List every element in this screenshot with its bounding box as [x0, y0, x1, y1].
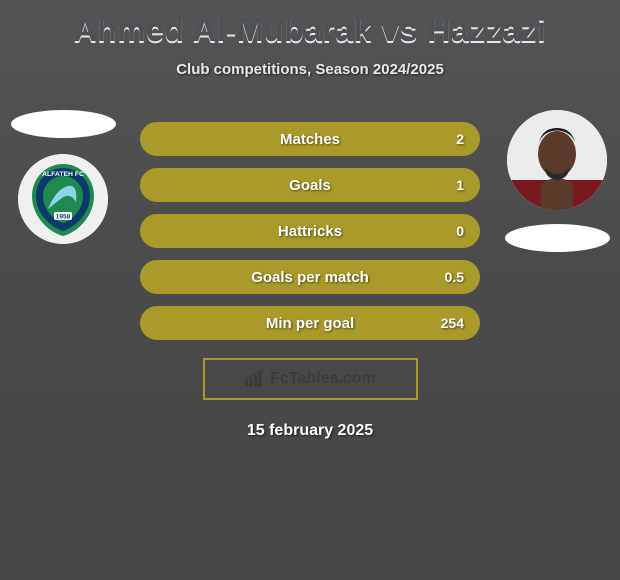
stat-label: Matches	[280, 131, 340, 148]
stat-value-right: 254	[441, 315, 464, 331]
player-left-club-badge: ALFATEH FC 1958	[18, 154, 108, 244]
player-left-photo-placeholder	[11, 110, 116, 138]
club-badge-text: ALFATEH FC	[42, 171, 84, 178]
club-badge-year: 1958	[56, 214, 71, 221]
stat-row: Goals 1	[140, 168, 480, 202]
club-badge-icon: ALFATEH FC 1958	[18, 154, 108, 244]
subtitle: Club competitions, Season 2024/2025	[0, 61, 620, 78]
player-left-column: ALFATEH FC 1958	[8, 110, 118, 244]
avatar-icon	[507, 110, 607, 210]
stat-label: Goals	[289, 177, 331, 194]
stat-row: Goals per match 0.5	[140, 260, 480, 294]
branding-box: FcTables.com	[203, 358, 418, 400]
stat-label: Hattricks	[278, 223, 342, 240]
stat-value-right: 0	[456, 223, 464, 239]
stat-value-right: 1	[456, 177, 464, 193]
stats-table: Matches 2 Goals 1 Hattricks 0 Goals per …	[140, 122, 480, 440]
player-right-photo	[507, 110, 607, 210]
stat-label: Goals per match	[251, 269, 369, 286]
branding-text: FcTables.com	[270, 370, 376, 388]
page-title: Ahmed Al-Mubarak vs Hazzazi	[0, 0, 620, 49]
stat-row: Hattricks 0	[140, 214, 480, 248]
stat-label: Min per goal	[266, 315, 354, 332]
date-text: 15 february 2025	[140, 422, 480, 440]
stat-value-right: 2	[456, 131, 464, 147]
stat-row: Matches 2	[140, 122, 480, 156]
player-right-column	[502, 110, 612, 252]
player-right-club-placeholder	[505, 224, 610, 252]
stat-value-right: 0.5	[445, 269, 464, 285]
bar-chart-icon	[244, 370, 266, 388]
stat-row: Min per goal 254	[140, 306, 480, 340]
